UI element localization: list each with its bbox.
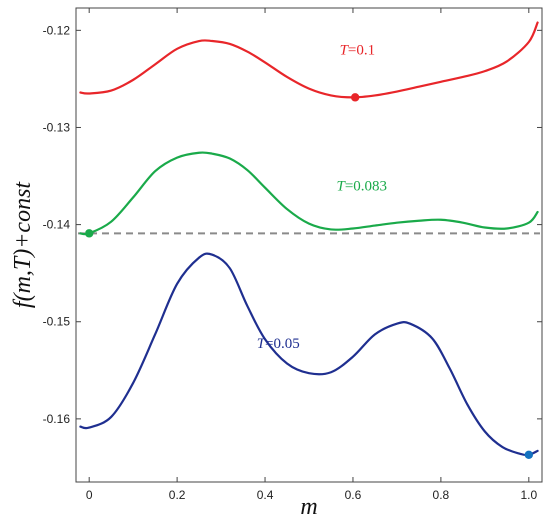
y-tick-label: -0.16: [43, 412, 71, 426]
y-axis-label: f(m,T)+const: [10, 181, 36, 309]
series-line-0: [79, 21, 539, 99]
y-tick-label: -0.13: [43, 120, 71, 134]
series-label-var-1: T: [336, 179, 346, 195]
series-label-var-0: T: [340, 43, 350, 59]
x-tick-label: 0.2: [169, 488, 186, 502]
x-tick-label: 0.4: [257, 488, 274, 502]
series-marker-0: [350, 93, 360, 102]
series-label-value-2: =0.05: [265, 336, 300, 352]
series-label-var-2: T: [257, 336, 267, 352]
series-label-0: T=0.1: [340, 43, 376, 59]
plot-frame: [75, 7, 543, 483]
x-axis-label: m: [300, 494, 317, 520]
y-tick-label: -0.14: [43, 218, 71, 232]
y-axis-ticks: -0.12 -0.13 -0.14 -0.15 -0.16: [43, 23, 542, 426]
series-2: T=0.05: [79, 252, 539, 460]
y-tick-label: -0.15: [43, 315, 71, 329]
x-tick-label: 1.0: [520, 488, 537, 502]
series-label-2: T=0.05: [257, 336, 300, 352]
series-marker-2: [524, 450, 534, 460]
x-tick-label: 0.8: [433, 488, 450, 502]
series-line-1: [79, 151, 539, 236]
y-tick-label: -0.12: [43, 23, 71, 37]
series-1: T=0.083: [79, 151, 539, 238]
x-axis-ticks: 0 0.2 0.4 0.6 0.8 1.0: [86, 8, 537, 502]
series-label-value-0: =0.1: [348, 43, 375, 59]
x-tick-label: 0.6: [345, 488, 362, 502]
series-label-value-1: =0.083: [345, 179, 387, 195]
series-label-1: T=0.083: [336, 179, 387, 195]
series-line-2: [79, 252, 539, 457]
x-tick-label: 0: [86, 488, 93, 502]
series-marker-1: [84, 229, 94, 238]
series-0: T=0.1: [79, 21, 539, 102]
